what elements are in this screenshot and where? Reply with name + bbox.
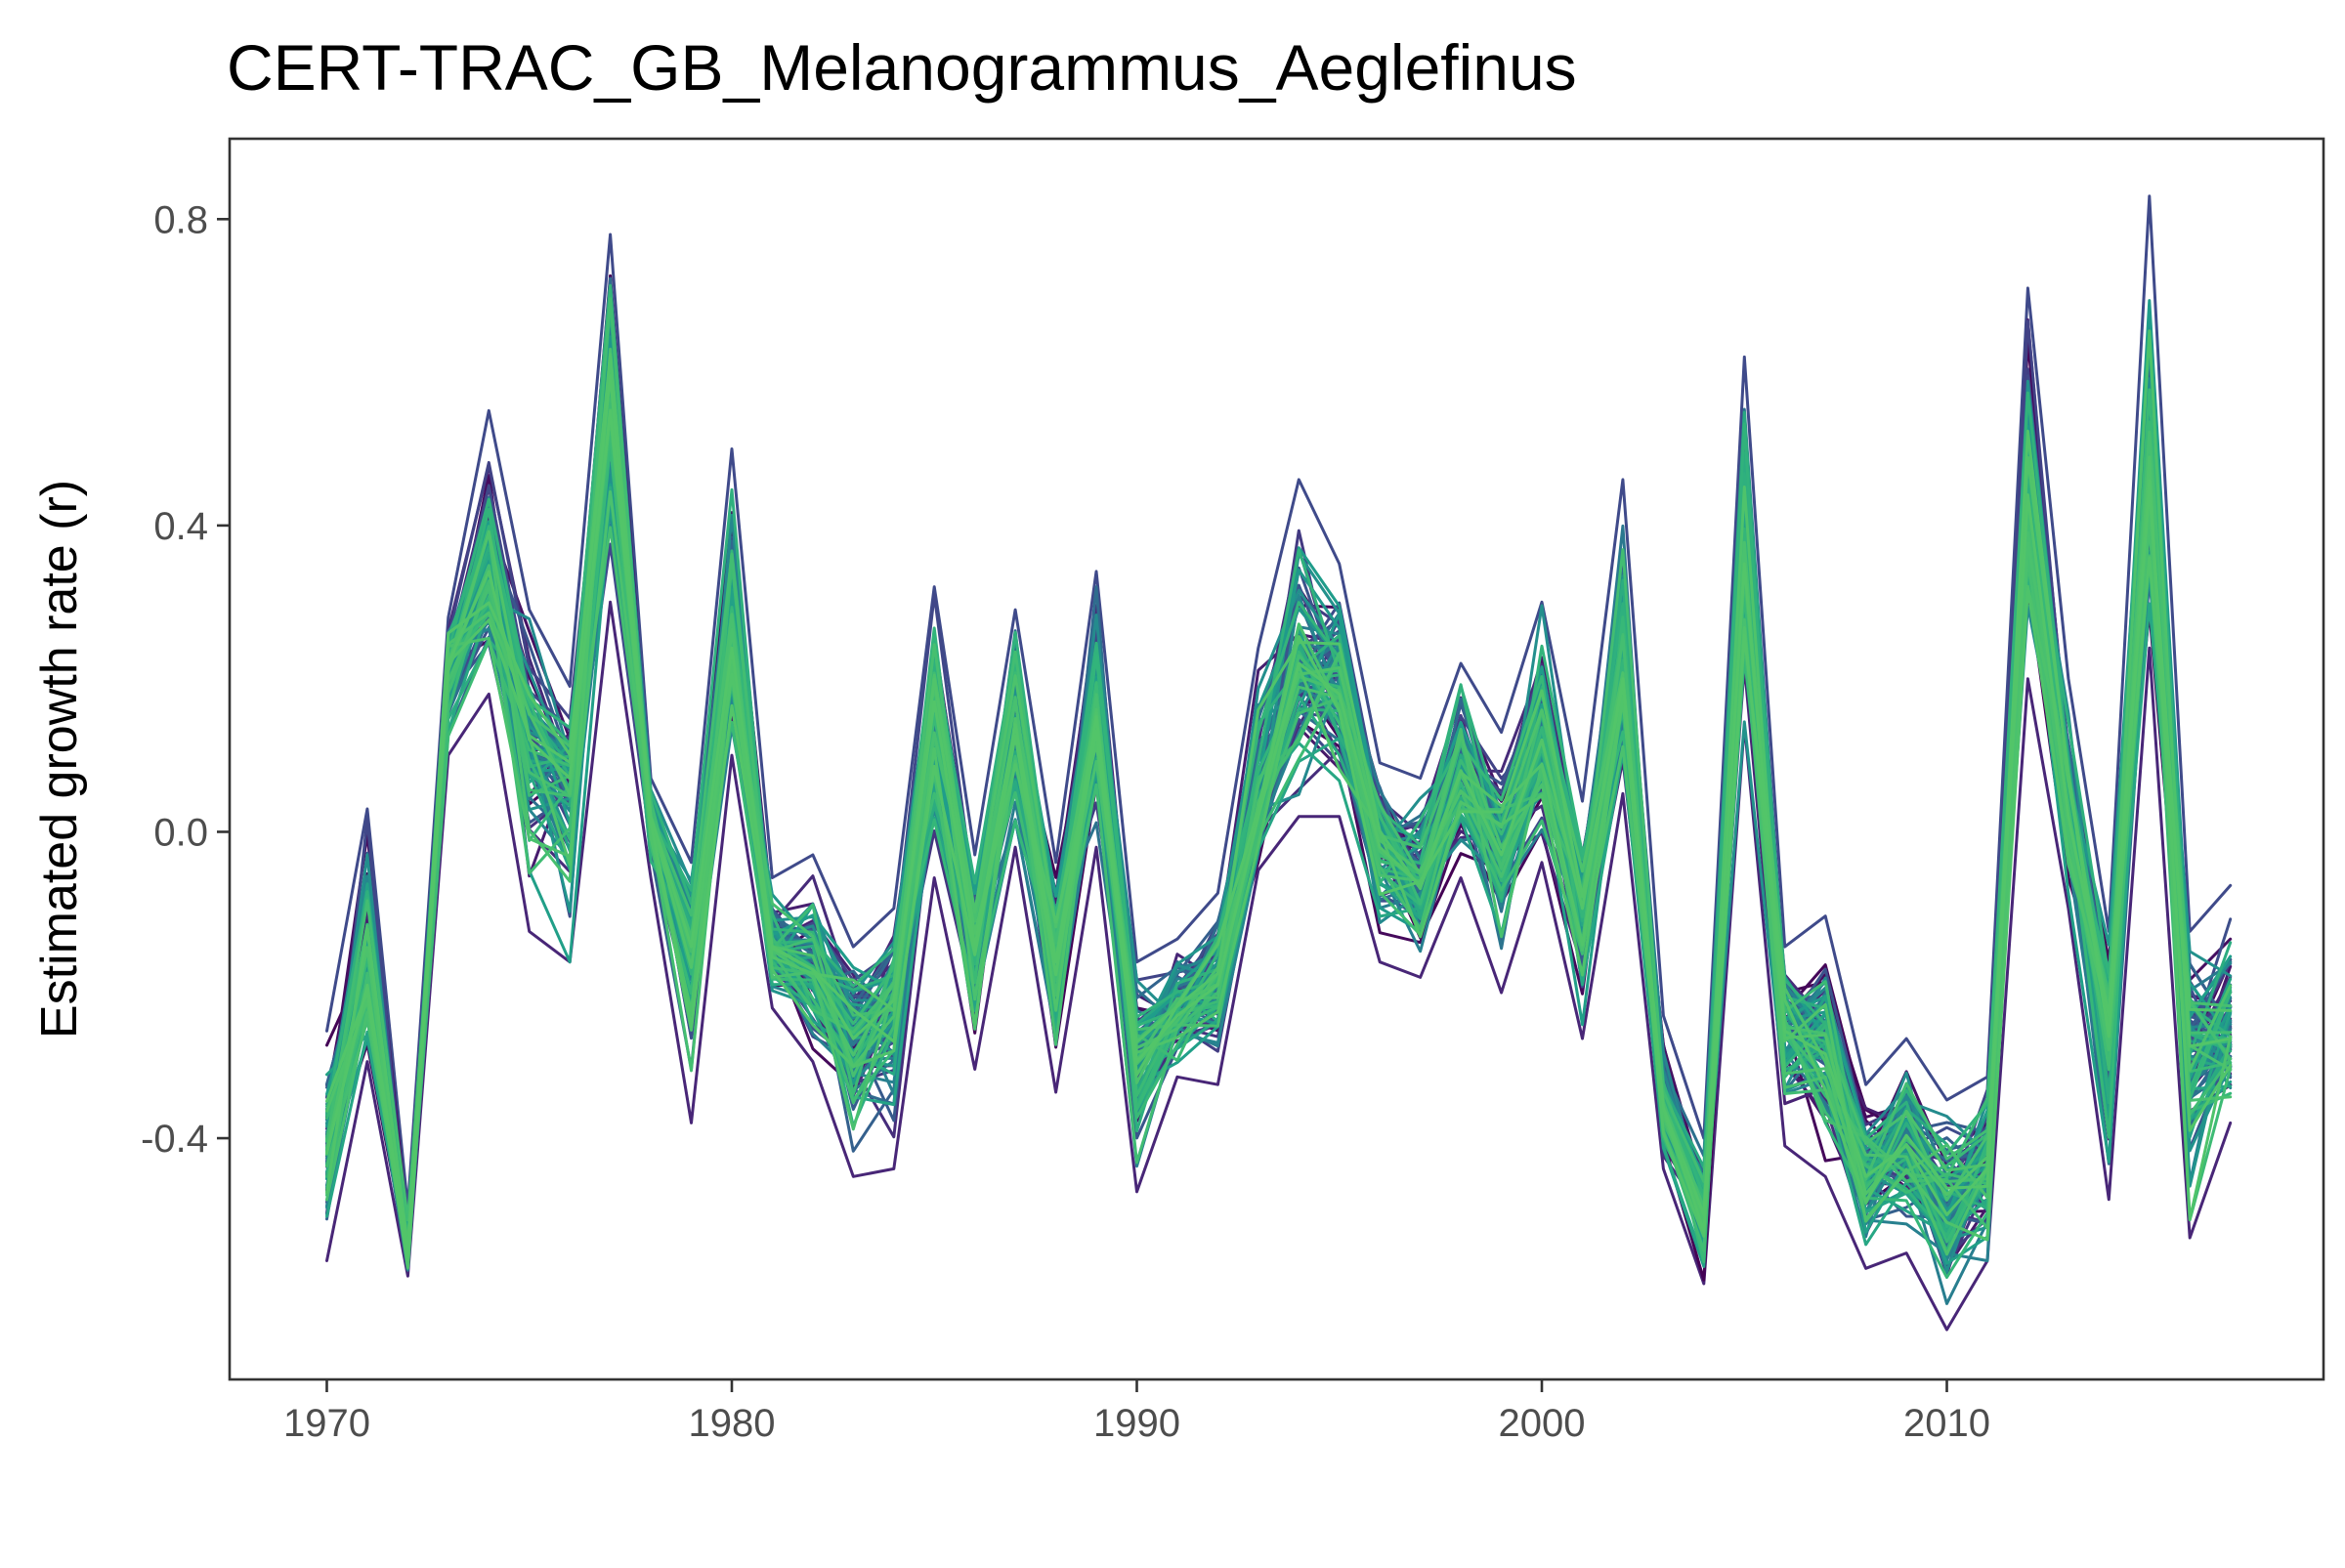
y-tick-label: 0.8 [153, 198, 208, 241]
y-tick-label: 0.0 [153, 811, 208, 854]
ensemble-line [325, 470, 2233, 1253]
x-tick-label: 1970 [283, 1402, 370, 1445]
x-tick-label: 1980 [688, 1402, 775, 1445]
y-tick-label: -0.4 [141, 1118, 208, 1161]
ensemble-line-central [325, 408, 2233, 1255]
y-tick-label: 0.4 [153, 505, 208, 548]
series-layer [325, 194, 2233, 1332]
x-tick-label: 1990 [1093, 1402, 1180, 1445]
ensemble-line [325, 448, 2233, 1257]
x-tick-label: 2000 [1499, 1402, 1586, 1445]
ensemble-line-min [325, 600, 2233, 1332]
plot-panel-border [228, 137, 2325, 1381]
y-axis: -0.4 0.0 0.4 0.8 [141, 198, 230, 1161]
y-axis-title: Estimated growth rate (r) [31, 480, 88, 1038]
x-tick-label: 2010 [1903, 1402, 1990, 1445]
ensemble-line-max [325, 194, 2233, 1209]
x-axis: 1970 1980 1990 2000 2010 [283, 1379, 1990, 1445]
chart-title: CERT-TRAC_GB_Melanogrammus_Aeglefinus [227, 31, 1577, 104]
